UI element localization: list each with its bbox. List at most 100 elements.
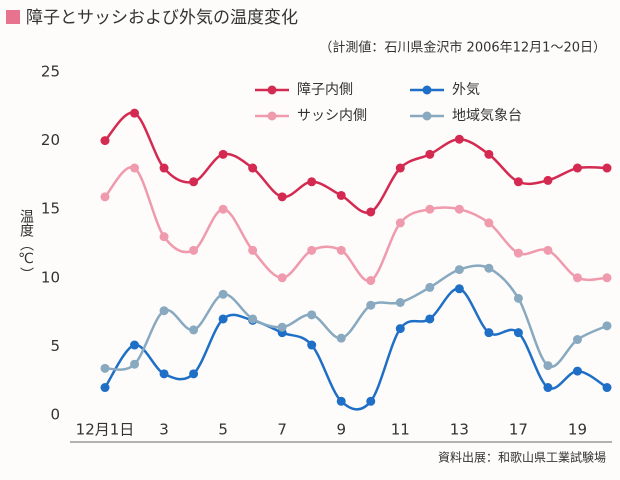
point bbox=[395, 218, 405, 228]
point bbox=[307, 310, 317, 320]
point bbox=[336, 333, 346, 343]
point bbox=[336, 396, 346, 406]
y-tick-label: 0 bbox=[50, 406, 60, 424]
point bbox=[366, 396, 376, 406]
point bbox=[572, 273, 582, 283]
point bbox=[543, 383, 553, 393]
legend-label: 外気 bbox=[452, 82, 480, 98]
point bbox=[100, 136, 110, 146]
point bbox=[336, 190, 346, 200]
legend-label: 地域気象台 bbox=[452, 108, 522, 124]
point bbox=[130, 340, 140, 350]
point bbox=[543, 361, 553, 371]
point bbox=[366, 276, 376, 286]
point bbox=[425, 149, 435, 159]
series-line bbox=[104, 264, 608, 371]
source-note: 資料出展：和歌山県工業試験場 bbox=[438, 450, 606, 465]
point bbox=[100, 192, 110, 202]
point bbox=[543, 175, 553, 185]
y-tick-label: 15 bbox=[41, 200, 60, 218]
point bbox=[218, 149, 228, 159]
x-tick-label: 9 bbox=[336, 421, 346, 439]
point bbox=[100, 363, 110, 373]
legend-label: 障子内側 bbox=[297, 82, 353, 98]
point bbox=[277, 273, 287, 283]
point bbox=[484, 149, 494, 159]
y-tick-label: 20 bbox=[41, 131, 60, 149]
point bbox=[454, 134, 464, 144]
point bbox=[454, 265, 464, 275]
point bbox=[484, 218, 494, 228]
y-axis-label: 温度（℃） bbox=[18, 209, 34, 281]
point bbox=[543, 245, 553, 255]
point bbox=[130, 108, 140, 118]
point bbox=[336, 245, 346, 255]
point bbox=[159, 369, 169, 379]
point bbox=[189, 177, 199, 187]
point bbox=[425, 314, 435, 324]
point bbox=[130, 359, 140, 369]
point bbox=[159, 232, 169, 242]
point bbox=[218, 314, 228, 324]
y-tick-label: 10 bbox=[41, 268, 60, 286]
point bbox=[366, 207, 376, 217]
legend-marker bbox=[267, 85, 277, 95]
point bbox=[218, 289, 228, 299]
point bbox=[159, 163, 169, 173]
point bbox=[513, 328, 523, 338]
x-tick-label: 13 bbox=[450, 421, 469, 439]
title-marker bbox=[6, 10, 20, 24]
point bbox=[602, 383, 612, 393]
point bbox=[248, 245, 258, 255]
x-tick-label: 19 bbox=[568, 421, 587, 439]
point bbox=[189, 369, 199, 379]
point bbox=[248, 314, 258, 324]
point bbox=[130, 163, 140, 173]
chart-subtitle: （計測値：石川県金沢市 2006年12月1〜20日） bbox=[319, 40, 606, 56]
point bbox=[602, 273, 612, 283]
y-tick-label: 5 bbox=[50, 337, 60, 355]
point bbox=[395, 163, 405, 173]
point bbox=[307, 340, 317, 350]
x-tick-label: 5 bbox=[218, 421, 228, 439]
x-tick-label: 3 bbox=[159, 421, 169, 439]
point bbox=[454, 204, 464, 214]
point bbox=[277, 192, 287, 202]
point bbox=[484, 263, 494, 273]
legend-marker bbox=[422, 111, 432, 121]
chart-title: 障子とサッシおよび外気の温度変化 bbox=[26, 8, 298, 28]
point bbox=[602, 321, 612, 331]
point bbox=[248, 163, 258, 173]
point bbox=[366, 300, 376, 310]
x-tick-label: 17 bbox=[509, 421, 528, 439]
legend-label: サッシ内側 bbox=[297, 108, 367, 124]
point bbox=[218, 204, 228, 214]
point bbox=[277, 322, 287, 332]
point bbox=[484, 328, 494, 338]
point bbox=[395, 297, 405, 307]
x-tick-label: 7 bbox=[277, 421, 287, 439]
point bbox=[572, 335, 582, 345]
x-tick-label: 11 bbox=[391, 421, 410, 439]
legend-marker bbox=[267, 111, 277, 121]
point bbox=[572, 163, 582, 173]
point bbox=[513, 293, 523, 303]
point bbox=[454, 284, 464, 294]
point bbox=[513, 177, 523, 187]
point bbox=[159, 306, 169, 316]
point bbox=[602, 163, 612, 173]
point bbox=[425, 204, 435, 214]
point bbox=[189, 325, 199, 335]
point bbox=[100, 383, 110, 393]
point bbox=[189, 245, 199, 255]
x-tick-label: 12月1日 bbox=[76, 421, 135, 439]
y-tick-label: 25 bbox=[41, 63, 60, 81]
point bbox=[307, 177, 317, 187]
point bbox=[513, 248, 523, 258]
point bbox=[425, 282, 435, 292]
point bbox=[395, 324, 405, 334]
legend-marker bbox=[422, 85, 432, 95]
